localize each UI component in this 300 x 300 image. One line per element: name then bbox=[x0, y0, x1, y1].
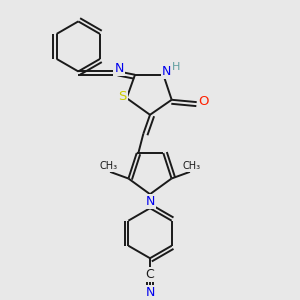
Text: CH₃: CH₃ bbox=[182, 161, 200, 171]
Text: N: N bbox=[114, 61, 124, 75]
Text: H: H bbox=[172, 62, 180, 72]
Text: N: N bbox=[145, 195, 155, 208]
Text: C: C bbox=[146, 268, 154, 281]
Text: CH₃: CH₃ bbox=[100, 161, 118, 171]
Text: N: N bbox=[145, 286, 155, 299]
Text: O: O bbox=[198, 94, 208, 108]
Text: S: S bbox=[118, 90, 127, 103]
Text: N: N bbox=[162, 65, 171, 78]
